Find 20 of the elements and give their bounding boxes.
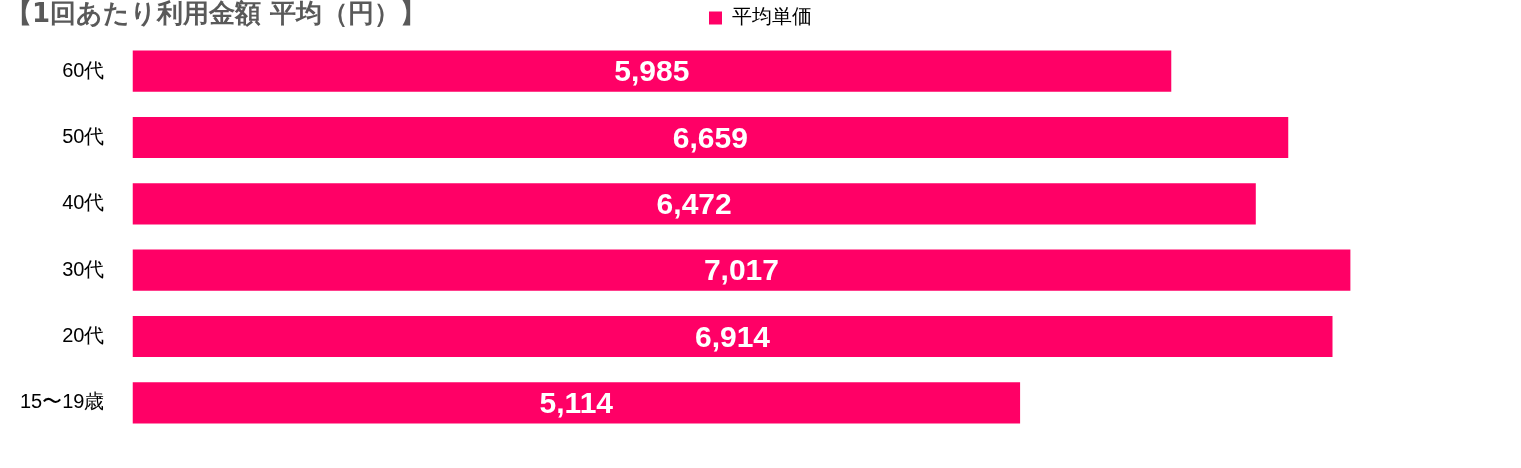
- y-tick-label: 15〜19歳: [19, 390, 105, 413]
- bar: [132, 315, 1333, 358]
- y-tick-label: 30代: [62, 257, 105, 280]
- data-label: 6,659: [672, 120, 748, 154]
- legend-label: 平均単価: [732, 4, 812, 29]
- y-tick-label: 50代: [62, 125, 105, 148]
- bar: [132, 116, 1289, 159]
- data-label: 5,985: [614, 54, 690, 88]
- data-label: 5,114: [539, 386, 614, 420]
- bar: [132, 183, 1256, 225]
- data-label: 6,472: [656, 187, 732, 221]
- y-tick-label: 40代: [62, 191, 105, 214]
- bar: [132, 50, 1172, 92]
- y-tick-label: 60代: [62, 58, 105, 81]
- bar: [132, 382, 1021, 424]
- data-label: 6,914: [694, 319, 771, 353]
- y-tick-label: 20代: [62, 324, 105, 347]
- data-label: 7,017: [703, 253, 779, 287]
- bar: [132, 249, 1351, 291]
- chart-title: 【1回あたり利用金額 平均（円）】: [6, 0, 427, 30]
